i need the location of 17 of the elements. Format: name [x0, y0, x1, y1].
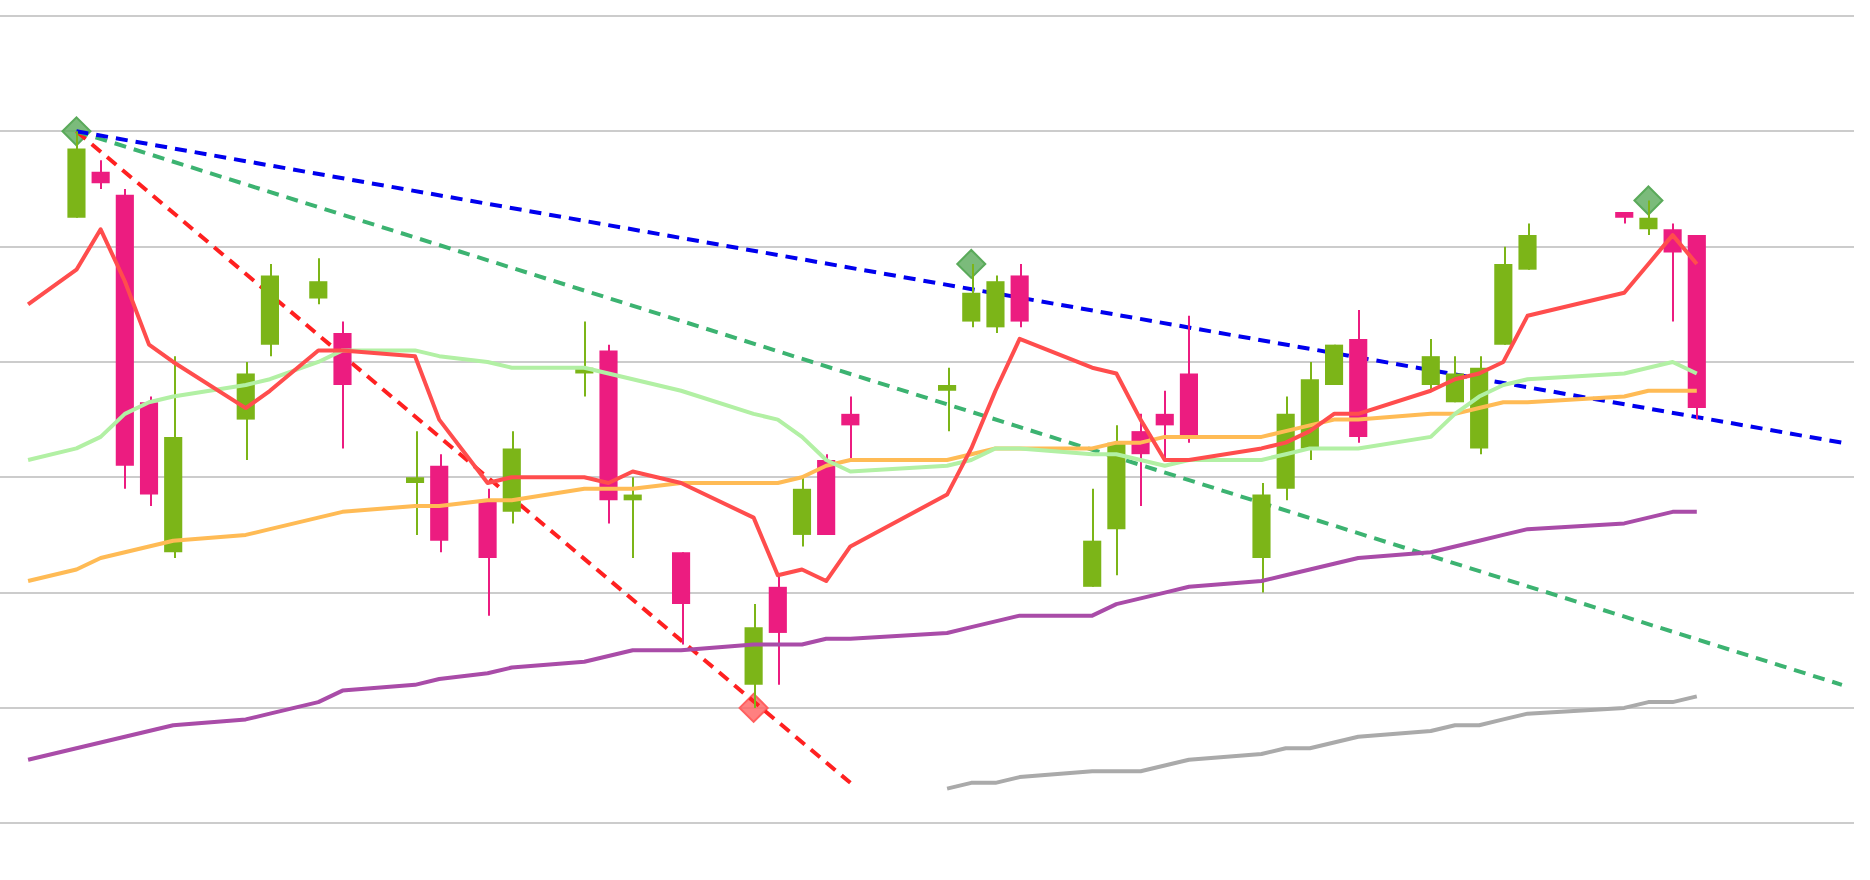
- candlestick: [841, 395, 860, 461]
- candlestick: [1010, 262, 1029, 329]
- candlestick: [1421, 337, 1440, 392]
- candlestick: [1083, 487, 1102, 588]
- candlestick: [962, 262, 981, 329]
- candlestick: [309, 257, 328, 306]
- candlestick: [405, 430, 425, 536]
- candlestick: [938, 366, 957, 433]
- candlestick: [1155, 389, 1174, 461]
- point: [1633, 185, 1664, 216]
- candlestick: [792, 476, 812, 548]
- candlestick: [91, 159, 110, 190]
- point: [956, 248, 987, 279]
- candlestick: [768, 574, 787, 686]
- candlestick: [1639, 199, 1658, 237]
- candlestick: [1518, 222, 1537, 271]
- candlestick: [986, 274, 1005, 335]
